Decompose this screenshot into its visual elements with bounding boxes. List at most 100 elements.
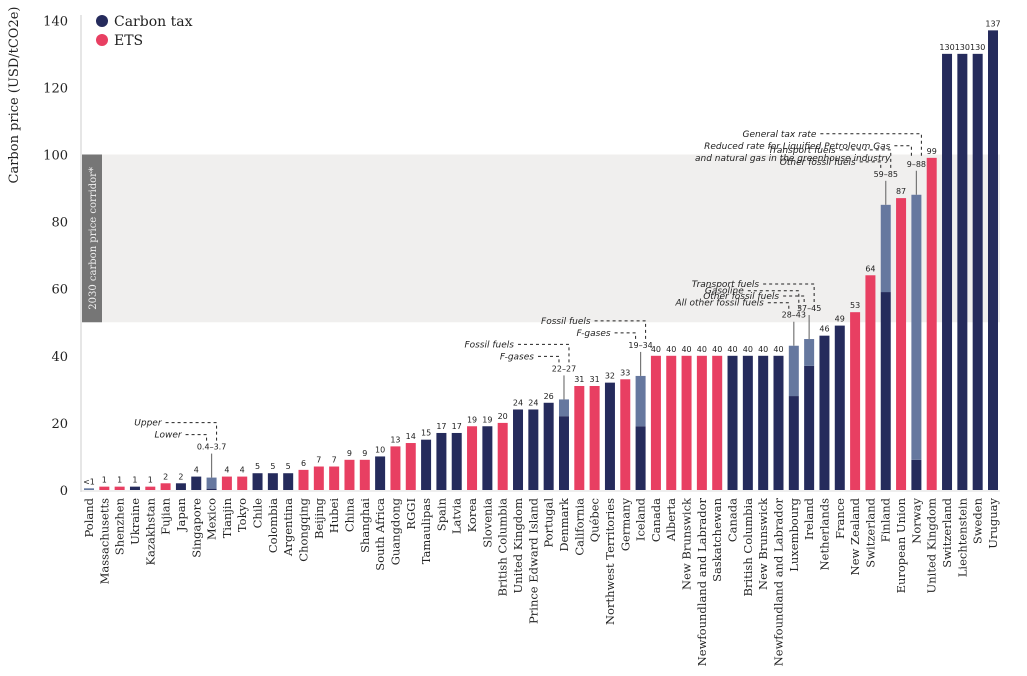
category-labels: Poland Massachusetts Shenzhen Ukraine Kazakh… <box>82 497 1000 666</box>
category-label: Portugal <box>542 498 556 548</box>
bar-range <box>635 375 646 427</box>
y-tick-label: 120 <box>43 81 68 96</box>
bar-value-label: 19 <box>467 415 477 424</box>
bar-value-label: 4 <box>194 466 199 475</box>
annotation-label: All other fossil fuels <box>674 299 764 309</box>
bar-value-label: 26 <box>544 392 554 401</box>
bar-range <box>911 194 922 460</box>
category-label: Argentina <box>281 498 295 557</box>
annotation-label: Fossil fuels <box>541 317 591 327</box>
category-label: Saskatchewan <box>710 497 724 581</box>
bar <box>160 483 171 490</box>
bar-value-label: 13 <box>390 435 400 444</box>
bar-value-label: 37–45 <box>797 304 821 313</box>
bar <box>405 443 416 490</box>
category-label: Denmark <box>557 497 571 552</box>
bar <box>145 486 156 490</box>
category-label: Singapore <box>189 498 203 558</box>
bar <box>497 422 508 490</box>
bar-value-label: 15 <box>421 429 431 438</box>
bar-value-label: 14 <box>406 432 416 441</box>
bar <box>344 459 355 490</box>
bar-value-label: 59–85 <box>874 170 898 179</box>
annotation-leader <box>767 302 790 309</box>
bar-range <box>880 204 891 293</box>
category-label: Alberta <box>664 498 678 542</box>
annotation-label: Lower <box>154 431 182 441</box>
category-label: Spain <box>434 497 448 531</box>
category-label: New Brunswick <box>756 497 770 590</box>
bar-value-label: 22–27 <box>552 364 576 373</box>
bar-value-label: 0.4–3.7 <box>197 443 226 452</box>
annotation-leader <box>185 434 208 441</box>
category-label: Poland <box>82 497 96 537</box>
category-label: France <box>833 498 847 539</box>
bar-value-label: 9 <box>347 449 352 458</box>
annotation-leader <box>894 145 912 158</box>
corridor-label: 2030 carbon price corridor* <box>88 167 99 310</box>
legend-swatch-ets <box>96 34 108 46</box>
bar <box>758 355 769 490</box>
bar <box>283 473 294 490</box>
category-label: Kazakhstan <box>143 497 157 565</box>
bar <box>221 476 232 490</box>
bar-value-label: 24 <box>513 398 523 407</box>
bar <box>972 53 983 490</box>
category-label: Uruguay <box>986 497 1000 548</box>
bar-value-label: 4 <box>240 466 245 475</box>
category-label: Japan <box>174 497 188 532</box>
bar <box>267 473 278 490</box>
category-label: Tianjin <box>220 497 234 538</box>
bar-value-label: 1 <box>148 476 153 485</box>
y-tick-label: 40 <box>51 350 68 365</box>
bar-value-label: 4 <box>224 466 229 475</box>
bar-value-label: 1 <box>117 476 122 485</box>
category-label: Slovenia <box>480 498 494 548</box>
bar-value-label: 46 <box>819 325 829 334</box>
bar-base <box>880 292 891 490</box>
annotation-label: Upper <box>134 419 163 429</box>
bar-value-label: 99 <box>927 147 937 156</box>
bar <box>467 426 478 490</box>
bar-base <box>635 426 646 490</box>
corridor-band-rect <box>82 154 1000 323</box>
category-label: Ireland <box>802 497 816 540</box>
bar <box>712 355 723 490</box>
category-label: Luxembourg <box>787 497 801 571</box>
bar <box>99 486 110 490</box>
annotation-leader <box>783 295 805 303</box>
bar-value-label: 1 <box>132 476 137 485</box>
bar <box>375 456 386 490</box>
annotation-label: Fossil fuels <box>464 340 514 350</box>
legend-label-ets: ETS <box>114 33 143 49</box>
bar-base <box>788 396 799 490</box>
annotation-leader <box>820 133 922 158</box>
bar-value-label: 64 <box>865 264 875 273</box>
bar <box>359 459 370 490</box>
y-tick-label: 20 <box>51 417 68 432</box>
bar-base <box>911 459 922 490</box>
category-label: Chongqing <box>297 497 311 561</box>
annotation-leader <box>839 149 892 168</box>
bar-value-label: 5 <box>255 462 260 471</box>
bar-value-label: 40 <box>666 345 676 354</box>
annotation-label: General tax rate <box>743 130 817 140</box>
bar <box>988 30 998 491</box>
category-label: Switzerland <box>940 497 954 567</box>
category-label: Québec <box>588 498 602 542</box>
category-label: Korea <box>465 498 479 533</box>
category-label: Switzerland <box>863 497 877 567</box>
bar-value-label: 31 <box>590 375 600 384</box>
bar <box>819 335 830 490</box>
category-label: New Zealand <box>848 497 862 575</box>
bar-value-label: 40 <box>681 345 691 354</box>
bar-value-label: 5 <box>286 462 291 471</box>
category-label: Guangdong <box>388 497 402 565</box>
legend: Carbon tax ETS <box>96 14 193 49</box>
bar-value-label: 2 <box>178 472 183 481</box>
bar-value-label: 6 <box>301 459 306 468</box>
bar-value-label: 87 <box>896 187 906 196</box>
corridor-band: 2030 carbon price corridor* <box>82 154 1000 323</box>
